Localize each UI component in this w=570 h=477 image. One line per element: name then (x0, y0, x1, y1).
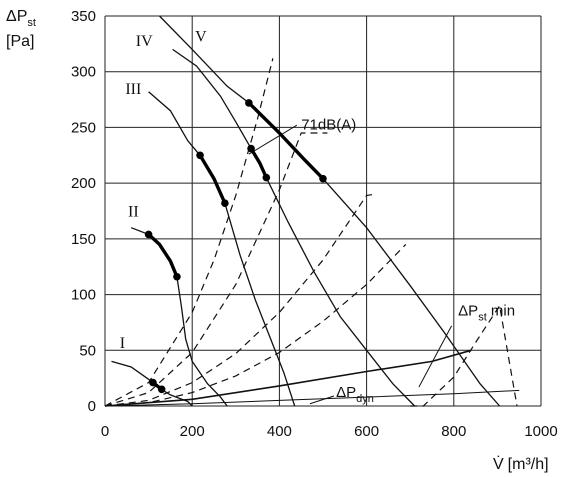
operating-segment-iv (249, 146, 268, 180)
fan-curve-iv (172, 48, 416, 407)
y-tick-label: 350 (71, 8, 96, 25)
dpst-min-label: ΔPst min (458, 303, 515, 324)
dpdyn-curve (104, 389, 520, 407)
system-curve (104, 132, 328, 407)
dpst-min-curve (104, 349, 472, 407)
db-leader (248, 124, 298, 155)
fan-curve-iii (148, 91, 296, 407)
operating-point (247, 144, 255, 153)
operating-point (196, 151, 204, 160)
operating-point (157, 385, 166, 394)
x-tick-label: 400 (267, 423, 292, 440)
fan-label-iii: III (125, 81, 141, 98)
noise-level-label: 71dB(A) (301, 117, 356, 134)
x-axis-title: V̇ [m³/h] (493, 455, 549, 473)
fan-curve-ii (130, 227, 228, 407)
operating-segment-v (247, 101, 325, 181)
fan-label-iv: IV (136, 33, 153, 50)
operating-point (221, 199, 229, 207)
operating-point (149, 378, 157, 387)
fan-label-v: V (195, 29, 207, 46)
x-tick-label: 0 (101, 423, 109, 440)
system-curve (104, 243, 407, 407)
operating-segment-ii (146, 232, 179, 279)
y-tick-label: 300 (71, 64, 96, 81)
operating-point (319, 174, 327, 183)
system-curve (104, 193, 376, 407)
operating-point (262, 173, 271, 182)
y-tick-label: 0 (88, 398, 96, 415)
y-tick-label: 250 (71, 119, 96, 136)
x-tick-label: 600 (354, 423, 379, 440)
operating-point (144, 230, 153, 239)
y-tick-label: 150 (71, 231, 96, 248)
x-tick-label: 1000 (524, 423, 557, 440)
operating-point (245, 99, 253, 107)
system-curves (104, 58, 518, 407)
y-axis-title: ΔPst (6, 8, 36, 29)
fan-label-ii: II (128, 204, 139, 221)
axis-ticks: 0 200 400 600 800 1000 0 50 100 150 200 250 300 350 (71, 8, 558, 440)
grid (104, 15, 542, 407)
fan-label-i: I (120, 335, 125, 352)
y-tick-label: 50 (79, 342, 96, 359)
y-tick-label: 100 (71, 287, 96, 304)
x-tick-label: 800 (441, 423, 466, 440)
operating-points (144, 99, 327, 394)
y-axis-unit: [Pa] (6, 33, 34, 50)
dpdyn-label: ΔPdyn (336, 384, 374, 405)
operating-segment-iii (198, 153, 227, 205)
dpdyn-leader (309, 395, 335, 405)
operating-point (173, 272, 181, 281)
system-curve (104, 58, 274, 407)
x-tick-label: 200 (180, 423, 205, 440)
system-curve (410, 304, 518, 407)
fan-curve-v (159, 15, 501, 407)
y-tick-label: 200 (71, 175, 96, 192)
